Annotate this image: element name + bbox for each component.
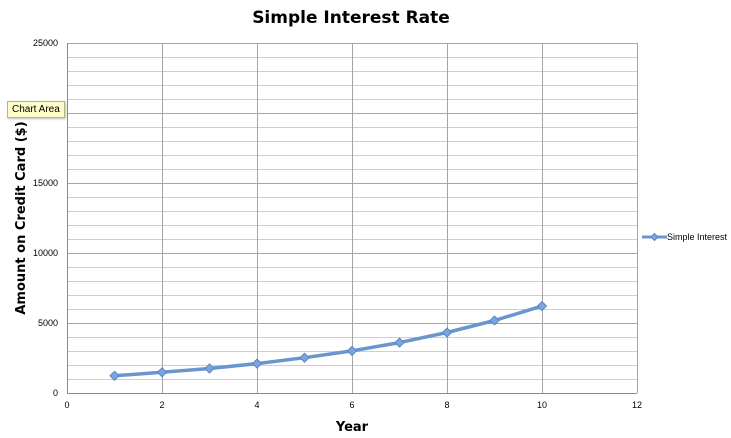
data-point (489, 315, 500, 326)
x-tick-label: 0 (64, 400, 69, 410)
data-point (346, 345, 358, 357)
y-tick-label: 5000 (38, 318, 58, 328)
legend[interactable]: Simple Interest (642, 232, 728, 242)
data-point (251, 358, 263, 369)
x-axis-title: Year (335, 420, 369, 435)
data-point (394, 337, 405, 348)
x-tick-label: 2 (159, 400, 164, 410)
x-tick-label: 10 (537, 400, 547, 410)
y-tick-label: 15000 (33, 178, 58, 188)
data-point (204, 363, 215, 374)
y-tick-label: 0 (53, 388, 58, 398)
chart-title: Simple Interest Rate (252, 8, 450, 28)
data-point (536, 300, 548, 312)
legend-swatch-marker (650, 232, 659, 242)
x-tick-label: 8 (444, 400, 449, 410)
data-point (441, 327, 453, 338)
y-axis-title: Amount on Credit Card ($) (14, 121, 29, 314)
x-tick-label: 12 (632, 400, 642, 410)
legend-label: Simple Interest (667, 232, 728, 242)
y-tick-label: 10000 (33, 248, 58, 258)
x-tick-label: 4 (254, 400, 259, 410)
data-point (299, 352, 310, 363)
x-tick-label: 6 (349, 400, 354, 410)
series-line (112, 304, 544, 378)
plot-area[interactable]: 0 2 4 6 8 10 12 0 5000 10000 15000 25000 (33, 38, 642, 410)
chart-area-tooltip: Chart Area (7, 101, 65, 118)
y-tick-label: 25000 (33, 38, 58, 48)
data-point (109, 370, 120, 381)
data-point (156, 367, 168, 378)
